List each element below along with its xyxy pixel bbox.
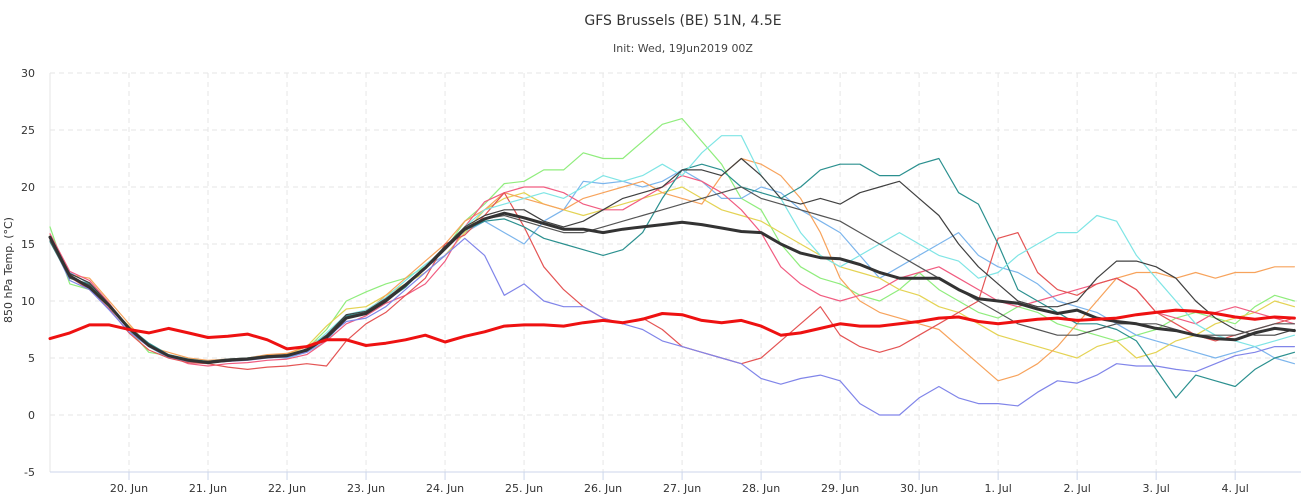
- y-tick-label: 10: [21, 295, 35, 308]
- x-tick-label: 27. Jun: [663, 482, 701, 495]
- x-tick-label: 24. Jun: [426, 482, 464, 495]
- y-axis-title: 850 hPa Temp. (°C): [2, 217, 15, 323]
- y-tick-label: 20: [21, 181, 35, 194]
- series-line-9: [49, 135, 1296, 364]
- x-tick-label: 3. Jul: [1143, 482, 1170, 495]
- x-tick-label: 2. Jul: [1064, 482, 1091, 495]
- y-tick-label: -5: [24, 466, 35, 479]
- x-tick-label: 28. Jun: [742, 482, 780, 495]
- x-tick-label: 30. Jun: [900, 482, 938, 495]
- x-tick-label: 22. Jun: [268, 482, 306, 495]
- x-axis-tick-labels: 20. Jun 21. Jun 22. Jun 23. Jun 24. Jun 25. J…: [110, 482, 1249, 495]
- y-tick-label: 5: [28, 352, 35, 365]
- y-tick-label: 0: [28, 409, 35, 422]
- grid: [49, 72, 1301, 480]
- x-tick-label: 23. Jun: [347, 482, 385, 495]
- series-line-5: [49, 175, 1296, 367]
- x-tick-label: 26. Jun: [584, 482, 622, 495]
- chart-subtitle: Init: Wed, 19Jun2019 00Z: [613, 42, 753, 55]
- chart-title: GFS Brussels (BE) 51N, 4.5E: [584, 13, 781, 29]
- x-tick-label: 20. Jun: [110, 482, 148, 495]
- series-lines: [48, 117, 1296, 416]
- y-tick-label: 15: [21, 238, 35, 251]
- series-line-13: [48, 308, 1296, 351]
- y-tick-label: 25: [21, 124, 35, 137]
- x-tick-label: 25. Jun: [505, 482, 543, 495]
- x-tick-label: 29. Jun: [821, 482, 859, 495]
- y-tick-label: 30: [21, 67, 35, 80]
- x-tick-label: 1. Jul: [984, 482, 1011, 495]
- y-axis-tick-labels: -5 0 5 10 15 20 25 30: [21, 67, 35, 479]
- series-line-12: [48, 211, 1296, 365]
- x-tick-label: 21. Jun: [189, 482, 227, 495]
- series-line-4: [49, 157, 1296, 382]
- series-line-10: [49, 157, 1296, 362]
- x-tick-label: 4. Jul: [1222, 482, 1249, 495]
- series-line-8: [49, 157, 1296, 399]
